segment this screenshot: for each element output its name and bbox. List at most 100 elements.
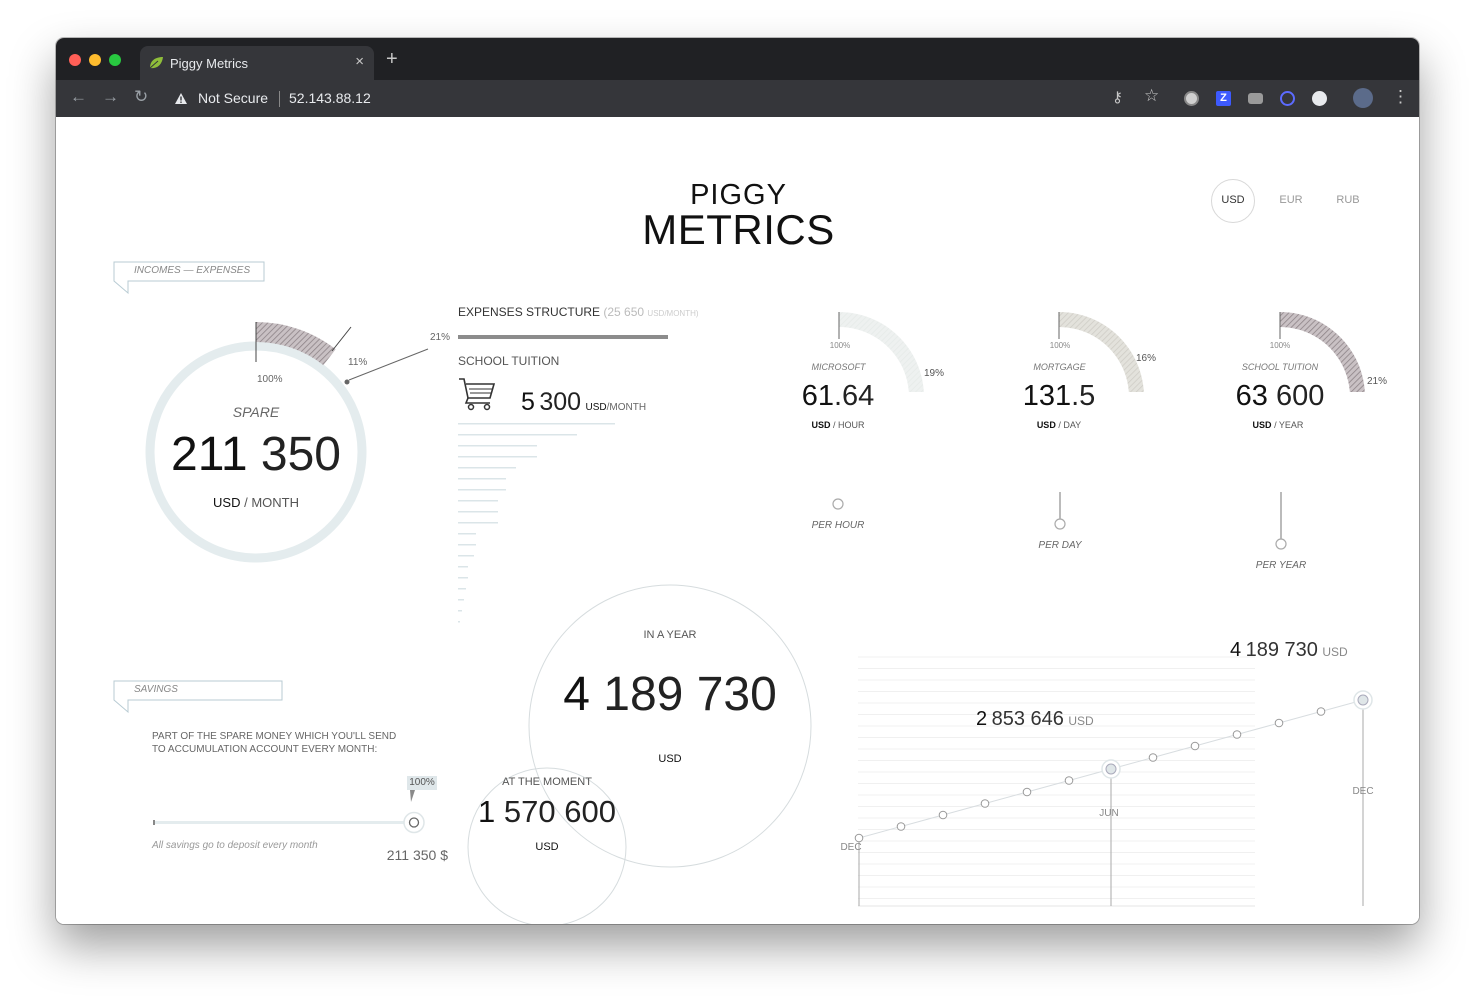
security-label: Not Secure <box>198 90 269 106</box>
mini-2-unit: USD / DAY <box>999 420 1119 430</box>
mini-3-unit: USD / YEAR <box>1218 420 1338 430</box>
expense-bar <box>458 500 498 502</box>
spare-pct-11: 11% <box>348 357 368 368</box>
mini-3-unit-period: / YEAR <box>1274 420 1304 430</box>
minimize-window-button[interactable] <box>89 54 101 66</box>
address-separator <box>279 91 280 107</box>
savings-desc-line1: PART OF THE SPARE MONEY WHICH YOU'LL SEN… <box>152 731 397 742</box>
expense-bar <box>458 478 506 480</box>
mini-2-pct: 16% <box>1136 353 1157 364</box>
expense-bar <box>458 610 462 612</box>
key-icon[interactable]: ⚷ <box>1112 89 1123 106</box>
expense-bar <box>458 533 476 535</box>
reload-icon[interactable]: ↻ <box>134 87 149 106</box>
mini-2-unit-currency: USD <box>1036 420 1056 430</box>
savings-desc-line2: TO ACCUMULATION ACCOUNT EVERY MONTH: <box>152 744 378 755</box>
expense-bar <box>458 467 516 469</box>
mini-1-name: MICROSOFT <box>811 362 866 372</box>
extension-z-icon[interactable]: Z <box>1216 91 1231 106</box>
moment-circle-label: AT THE MOMENT <box>502 776 592 788</box>
url-text[interactable]: 52.143.88.12 <box>289 90 371 106</box>
per-day-knob[interactable] <box>1054 518 1066 530</box>
currency-usd-button[interactable]: USD <box>1221 194 1245 206</box>
currency-eur-button[interactable]: EUR <box>1279 194 1303 206</box>
year-circle-value-big: 4 <box>563 668 590 721</box>
extension-ring-icon[interactable] <box>1280 91 1295 106</box>
spare-value: 211 350 <box>156 427 356 482</box>
mini-3-pct: 21% <box>1367 376 1388 387</box>
per-day-label: PER DAY <box>1038 540 1082 551</box>
bookmark-star-icon[interactable]: ☆ <box>1144 86 1160 105</box>
tab-close-icon[interactable]: × <box>355 53 364 70</box>
address-bar[interactable]: Not Secure 52.143.88.12 <box>164 84 1164 113</box>
expense-bar <box>458 511 498 513</box>
expense-bar <box>458 566 468 568</box>
expense-bar <box>458 489 506 491</box>
mini-1-unit-currency: USD <box>811 420 831 430</box>
growth-end-label: DEC <box>1352 786 1374 797</box>
per-year-knob[interactable] <box>1275 538 1287 550</box>
browser-toolbar: ← → ↻ Not Secure 52.143.88.12 ⚷ ☆ Z ⋮ <box>56 80 1419 117</box>
spare-expense-arc <box>256 322 336 366</box>
growth-point <box>1274 718 1284 728</box>
incomes-expenses-tab[interactable]: INCOMES — EXPENSES <box>134 265 251 276</box>
mini-1-pct-100: 100% <box>829 341 851 350</box>
savings-slider[interactable] <box>152 811 432 835</box>
growth-highlight-point <box>1105 763 1117 775</box>
savings-circles <box>467 584 812 924</box>
extension-dots-icon[interactable] <box>1312 91 1327 106</box>
per-hour-knob[interactable] <box>832 498 844 510</box>
back-icon[interactable]: ← <box>70 87 87 106</box>
mini-2-value-rest: .5 <box>1071 380 1096 412</box>
growth-point <box>938 810 948 820</box>
growth-point <box>896 822 906 831</box>
expenses-top-value-big: 5 <box>521 388 535 416</box>
forward-icon[interactable]: → <box>102 87 119 106</box>
camera-icon[interactable] <box>1248 93 1263 104</box>
savings-description: PART OF THE SPARE MONEY WHICH YOU'LL SEN… <box>152 730 396 756</box>
spare-pct-100: 100% <box>257 374 283 385</box>
mini-gauges <box>838 312 1365 392</box>
growth-start-label: DEC <box>840 842 862 853</box>
extension-circle-icon[interactable] <box>1184 91 1199 106</box>
growth-end-unit: USD <box>1322 645 1348 659</box>
profile-avatar[interactable] <box>1353 88 1373 108</box>
spare-unit-currency: USD <box>213 495 241 510</box>
mini-3-pct-100: 100% <box>1269 341 1291 350</box>
mini-2-value-big: 131 <box>1022 380 1072 412</box>
per-year-label: PER YEAR <box>1255 560 1307 571</box>
growth-end-value-rest: 189 730 <box>1245 639 1318 661</box>
savings-amount: 211 350 $ <box>386 847 448 863</box>
spare-unit: USD / MONTH <box>156 495 356 510</box>
expense-bar <box>458 599 464 601</box>
incomes-tab-frame <box>113 261 265 295</box>
new-tab-button[interactable]: + <box>386 48 398 70</box>
moment-circle-unit: USD <box>535 841 559 853</box>
browser-window: Piggy Metrics × + ← → ↻ Not Secure 52.14… <box>56 38 1419 924</box>
currency-rub-button[interactable]: RUB <box>1336 194 1360 206</box>
expense-bar <box>458 588 466 590</box>
mini-2-name: MORTGAGE <box>1033 362 1086 372</box>
growth-mid-value: 2 853 646 USD <box>976 708 1094 731</box>
growth-point <box>854 833 864 843</box>
expense-bar <box>458 621 460 623</box>
growth-point <box>1232 730 1242 739</box>
spare-value-big: 211 <box>171 428 248 481</box>
expenses-total-suffix: /MONTH) <box>664 309 699 318</box>
year-circle-value-rest: 189 730 <box>603 668 777 721</box>
spare-unit-period: / MONTH <box>244 495 299 510</box>
maximize-window-button[interactable] <box>109 54 121 66</box>
leaf-icon <box>149 57 163 69</box>
moment-circle-value-rest: 570 600 <box>503 794 616 829</box>
close-window-button[interactable] <box>69 54 81 66</box>
browser-tab[interactable]: Piggy Metrics × <box>140 46 374 80</box>
mini-1-pct: 19% <box>924 368 945 379</box>
expense-bar <box>458 522 498 524</box>
mini-1-value: 61.64 <box>778 380 898 413</box>
mini-3-value-rest: 600 <box>1275 380 1325 412</box>
savings-tab[interactable]: SAVINGS <box>134 684 178 695</box>
savings-slider-knob-core <box>408 817 420 828</box>
spare-label: SPARE <box>232 404 280 420</box>
browser-menu-icon[interactable]: ⋮ <box>1392 87 1409 106</box>
mini-1-value-rest: .64 <box>833 380 875 412</box>
